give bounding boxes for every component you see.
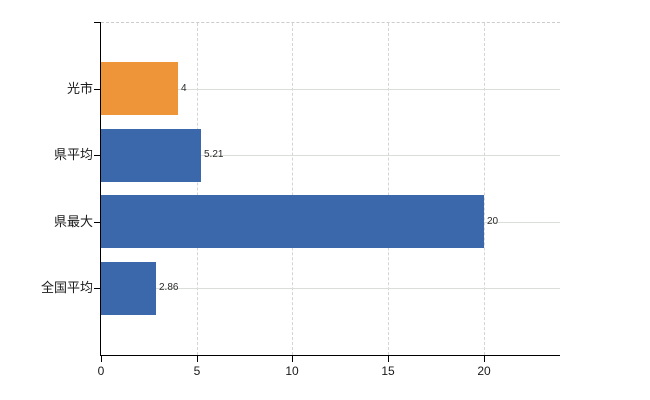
gridline-v [388,23,389,355]
x-tick-label: 5 [193,364,201,378]
x-tick [292,356,293,362]
y-tick [94,222,101,223]
bar [101,129,201,182]
category-label: 全国平均 [40,280,93,295]
x-tick [101,356,102,362]
gridline-v [484,23,485,355]
category-label: 県平均 [53,147,93,162]
category-label: 光市 [66,81,93,96]
x-tick-label: 0 [97,364,105,378]
x-tick-label: 15 [381,364,395,378]
gridline-h [101,155,560,156]
gridline-v [292,23,293,355]
x-tick [197,356,198,362]
y-tick [94,288,101,289]
x-tick-label: 10 [285,364,299,378]
gridline-h [101,89,560,90]
y-axis-line [100,22,101,356]
y-tick [94,155,101,156]
y-tick [94,22,101,23]
value-label: 4 [181,83,187,94]
value-label: 5.21 [204,149,224,160]
gridline-v [197,23,198,355]
bar [101,262,156,315]
value-label: 2.86 [159,282,179,293]
x-tick-label: 20 [477,364,491,378]
bar [101,62,178,115]
y-tick [94,89,101,90]
x-tick [388,356,389,362]
x-tick [484,356,485,362]
category-label: 県最大 [53,214,93,229]
bar [101,195,484,248]
gridline-h [101,288,560,289]
plot-top-border [101,22,560,23]
x-axis-line [100,355,560,356]
value-label: 20 [487,216,499,227]
